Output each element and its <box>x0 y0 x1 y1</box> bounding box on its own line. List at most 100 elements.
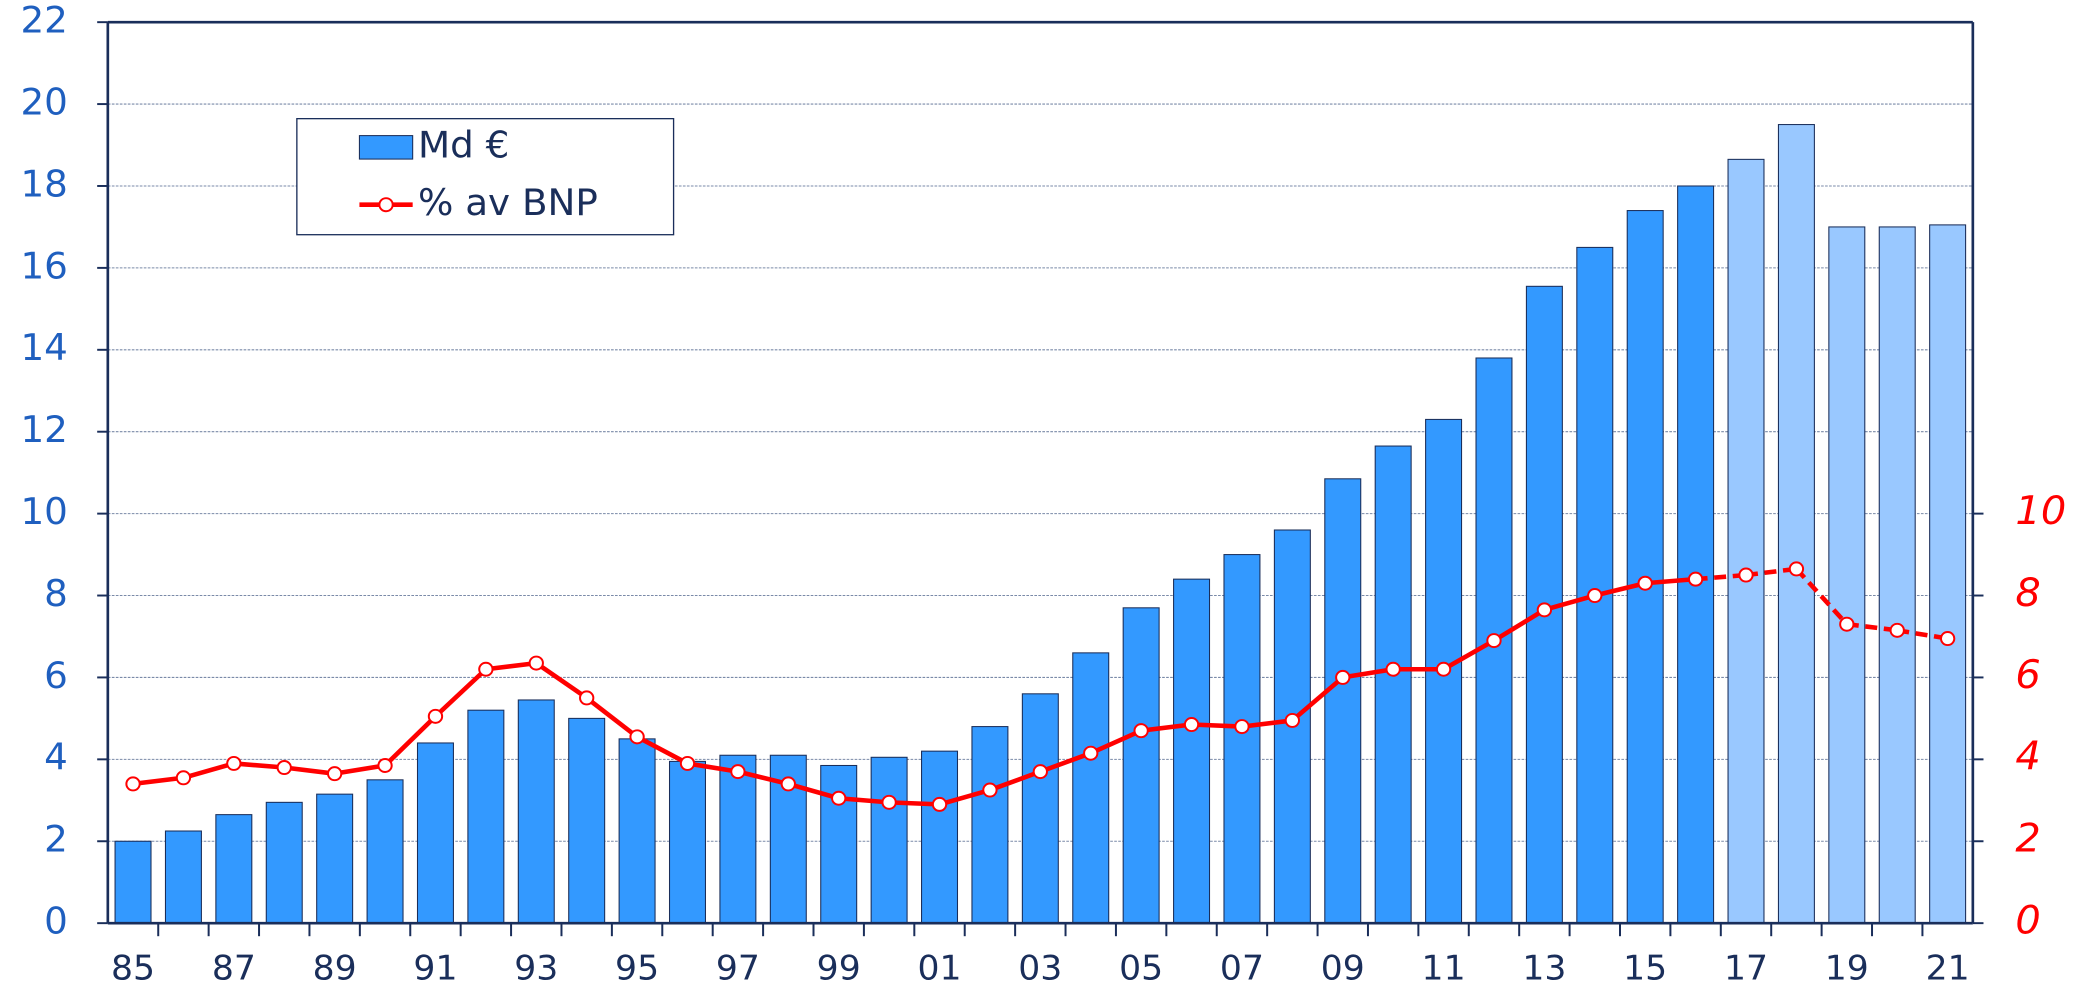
line-point <box>629 729 645 745</box>
x-tick-label: 09 <box>1321 949 1365 989</box>
line-point <box>1738 567 1754 583</box>
y-tick-label: 18 <box>20 163 67 206</box>
line-segment <box>233 761 285 770</box>
y2-tick-label: 4 <box>2015 734 2040 780</box>
bar <box>1021 693 1059 924</box>
legend-swatch <box>358 135 414 160</box>
legend-swatch-point <box>378 197 394 213</box>
y-tick-label: 8 <box>44 572 68 615</box>
line-segment <box>889 800 940 807</box>
bar <box>114 840 152 924</box>
line-segment <box>989 769 1042 793</box>
bar <box>668 760 706 924</box>
bar <box>265 801 303 924</box>
bar <box>467 709 505 924</box>
bar <box>971 726 1009 924</box>
line-segment <box>787 781 840 801</box>
bar <box>820 764 858 924</box>
line-segment <box>283 765 335 776</box>
bar <box>1929 224 1967 924</box>
line-segment <box>635 734 689 766</box>
line-segment <box>1645 576 1696 586</box>
line-segment <box>433 667 488 718</box>
line-segment <box>1089 728 1143 756</box>
x-tick-label: 87 <box>212 949 256 989</box>
line-point <box>1083 745 1099 761</box>
y2-tick-label: 8 <box>2015 570 2040 616</box>
bar <box>719 754 757 924</box>
line-point <box>1486 633 1502 649</box>
line-point <box>982 782 998 798</box>
line-segment <box>1794 567 1849 626</box>
line-point <box>226 755 242 771</box>
bar <box>618 738 656 924</box>
bar <box>568 717 606 924</box>
bar <box>316 793 354 924</box>
y-tick-label: 16 <box>20 245 67 288</box>
line-segment <box>1191 722 1243 729</box>
line-point <box>1939 631 1956 647</box>
line-point <box>1587 588 1603 604</box>
y-tick-label: 20 <box>20 81 67 124</box>
line-point <box>175 770 192 786</box>
bar <box>517 699 555 924</box>
line-point <box>1788 561 1805 577</box>
line-point <box>326 766 343 782</box>
line-point <box>276 760 292 776</box>
line-segment <box>838 795 890 805</box>
line-point <box>1335 669 1351 685</box>
y-tick-label: 10 <box>20 490 67 533</box>
line-point <box>780 776 796 792</box>
y-tick-label: 12 <box>20 408 67 451</box>
line-segment <box>1896 628 1949 641</box>
line-segment <box>1745 566 1797 578</box>
bar <box>1777 124 1815 924</box>
line-segment <box>687 761 739 774</box>
line-point <box>1889 622 1905 638</box>
line-point <box>1637 575 1653 591</box>
bar <box>1122 607 1160 924</box>
x-tick-label: 15 <box>1623 949 1667 989</box>
line-point <box>1536 602 1553 618</box>
bar <box>1374 445 1412 924</box>
line-segment <box>1140 722 1192 733</box>
y-tick-label: 0 <box>44 900 68 943</box>
y-tick-label: 14 <box>20 327 67 370</box>
y2-tick-label: 10 <box>2015 488 2066 534</box>
x-tick-label: 95 <box>615 949 659 989</box>
line-segment <box>1442 638 1496 672</box>
bar <box>416 742 454 924</box>
line-segment <box>1846 621 1898 633</box>
y-tick-label: 6 <box>44 654 68 697</box>
line-segment <box>534 661 589 700</box>
bar <box>164 830 202 924</box>
line-point <box>427 708 444 724</box>
bar <box>1324 478 1362 924</box>
bar <box>1072 652 1110 924</box>
bar <box>1173 578 1211 924</box>
legend-label: % av BNP <box>418 181 598 224</box>
bar <box>1576 246 1614 924</box>
x-tick-label: 17 <box>1724 949 1768 989</box>
x-tick-label: 05 <box>1119 949 1163 989</box>
line-segment <box>383 714 438 768</box>
legend: Md € % av BNP <box>296 118 675 236</box>
bar <box>1828 226 1866 924</box>
bar <box>870 756 908 924</box>
line-segment <box>182 761 235 780</box>
line-segment <box>737 769 789 787</box>
line-point <box>931 796 948 812</box>
line-point <box>579 690 595 706</box>
legend-label: Md € <box>418 124 509 167</box>
y2-tick-label: 6 <box>2015 652 2040 698</box>
line-segment <box>1290 675 1345 723</box>
line-segment <box>1241 718 1293 729</box>
x-tick-label: 93 <box>514 949 558 989</box>
x-tick-label: 91 <box>413 949 457 989</box>
line-segment <box>1492 607 1546 643</box>
line-segment <box>334 763 386 776</box>
y-tick-label: 4 <box>44 736 68 779</box>
y2-tick-label: 2 <box>2015 816 2040 862</box>
line-point <box>377 757 393 773</box>
